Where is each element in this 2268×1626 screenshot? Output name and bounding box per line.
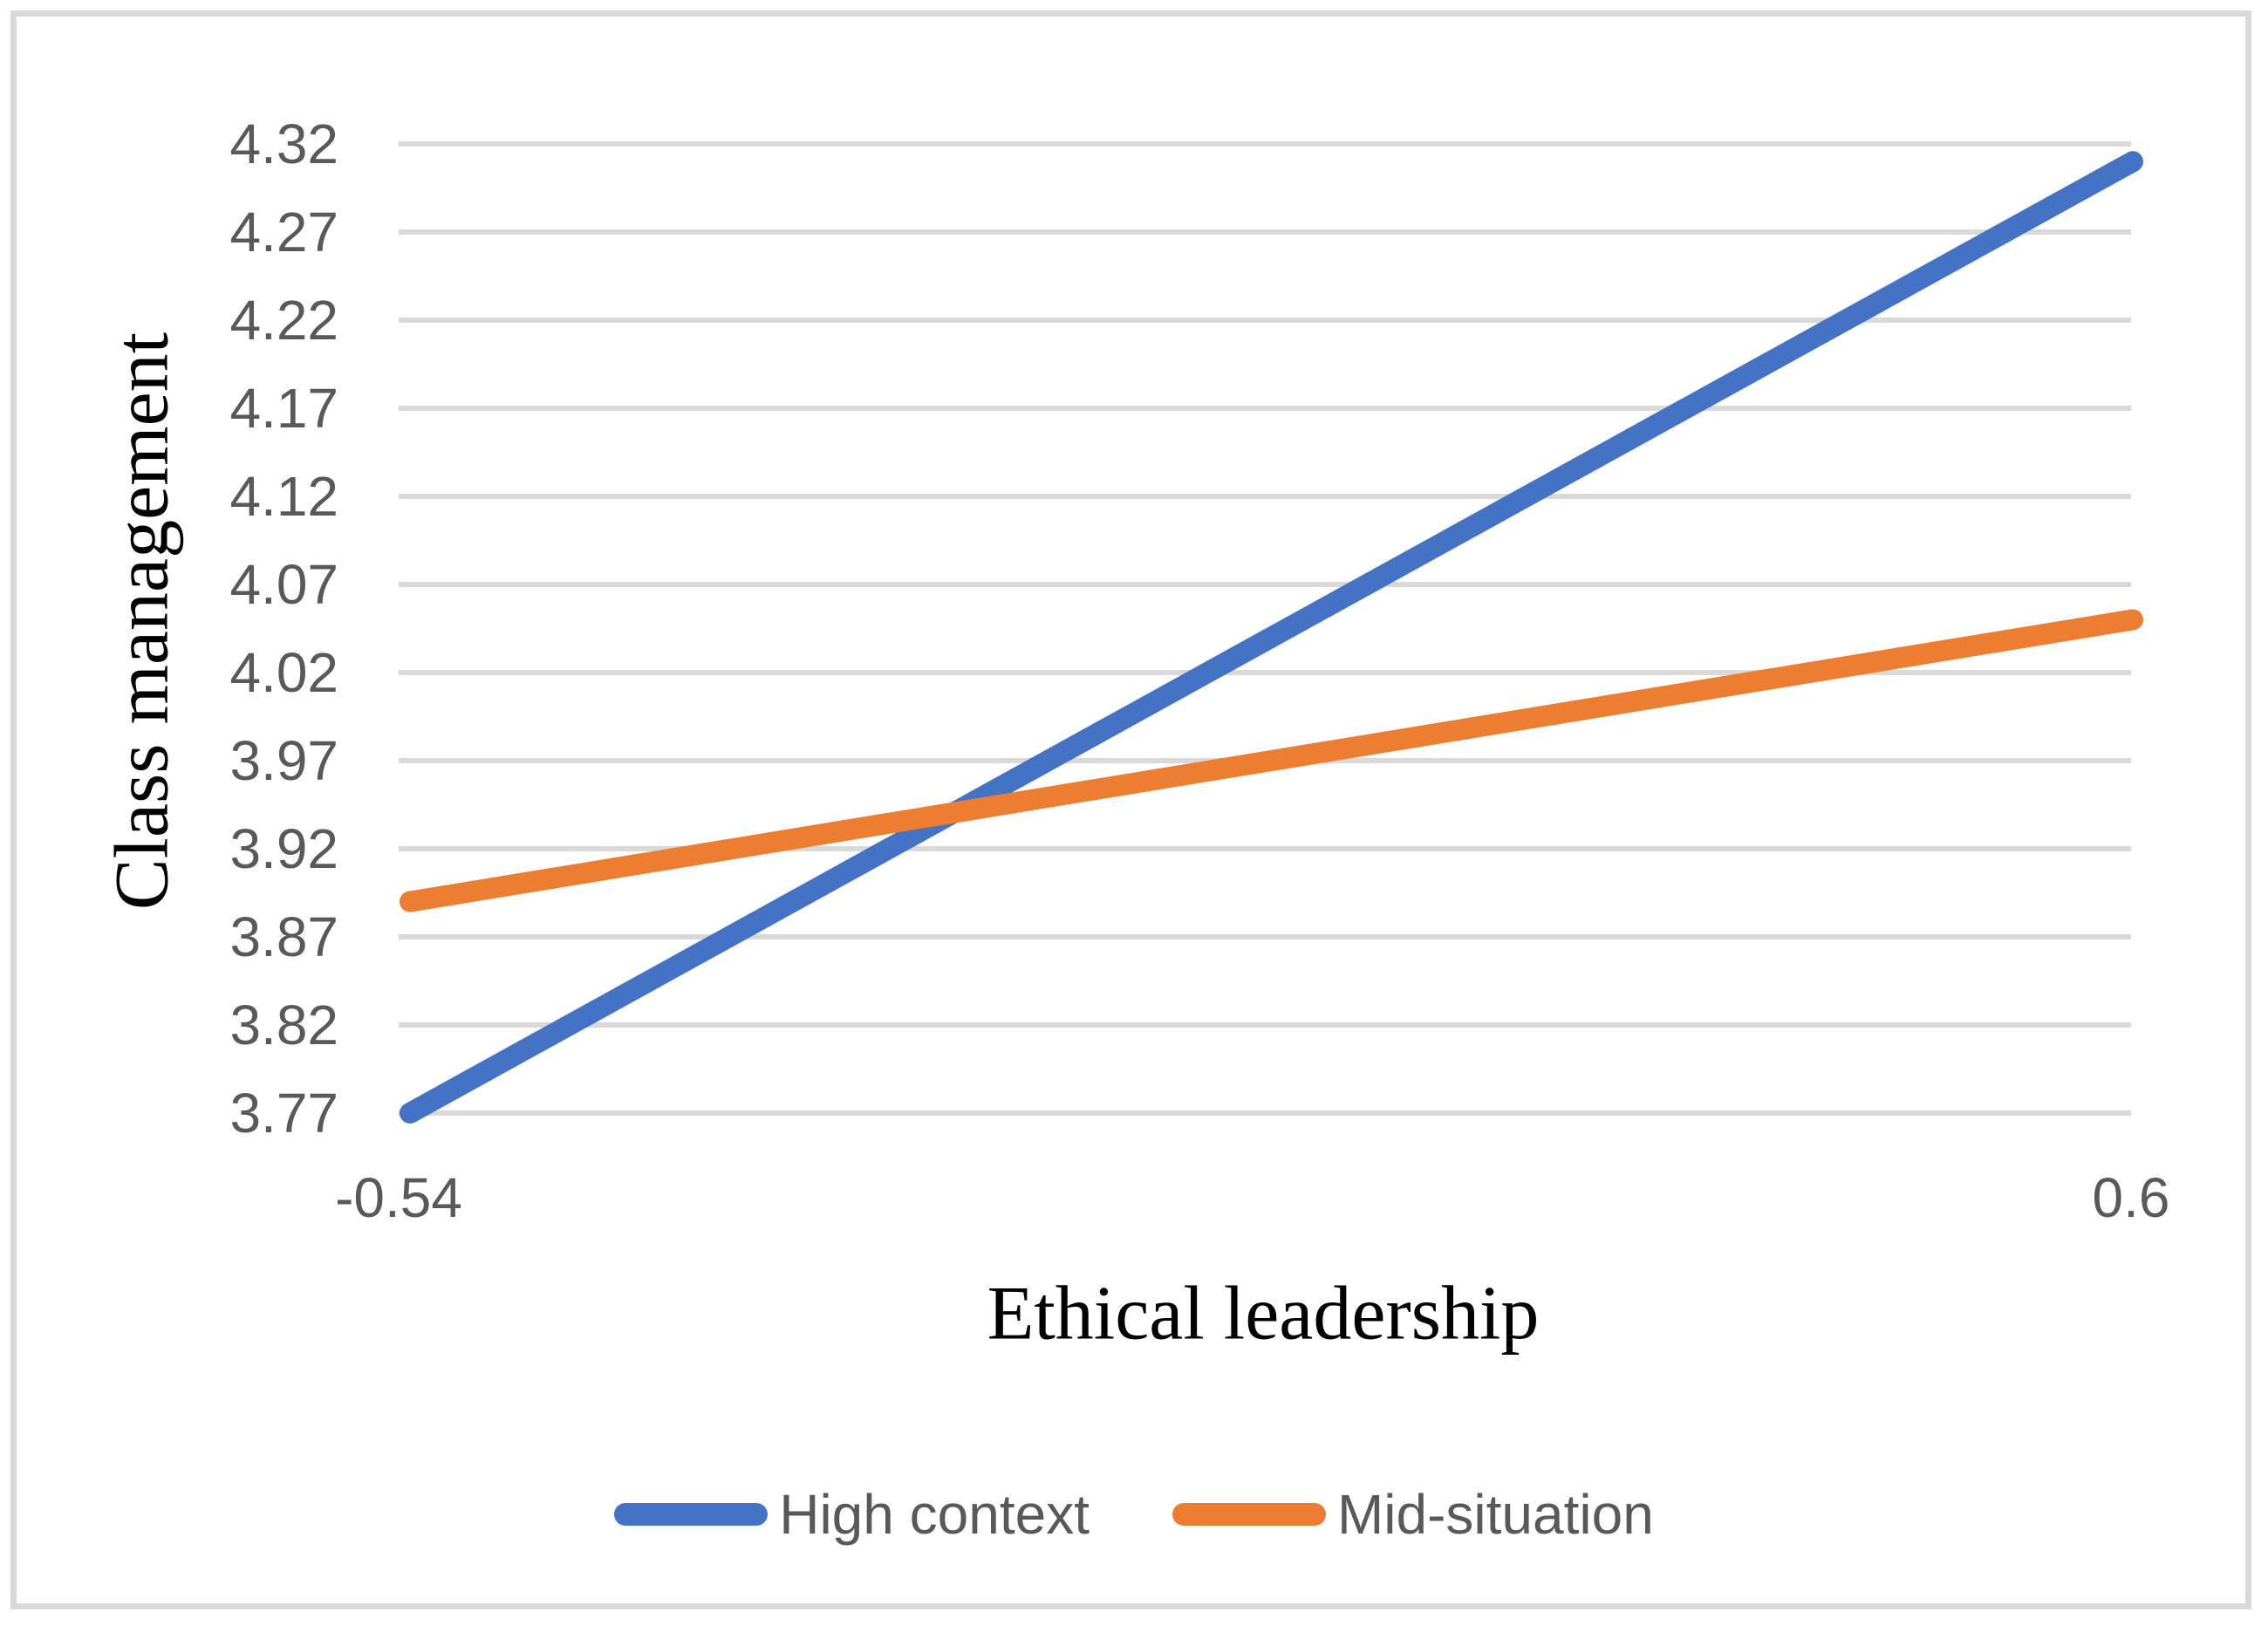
legend-swatch-high-context — [614, 1503, 769, 1526]
y-tick-label-4.02: 4.02 — [229, 641, 338, 704]
y-tick-label-4.22: 4.22 — [229, 289, 338, 352]
legend-item-high-context[interactable]: High context — [614, 1482, 1090, 1547]
legend-swatch-mid-situation — [1172, 1503, 1326, 1526]
legend-item-mid-situation[interactable]: Mid-situation — [1172, 1482, 1654, 1547]
y-tick-label-4.07: 4.07 — [229, 553, 338, 616]
y-tick-label-4.12: 4.12 — [229, 465, 338, 528]
legend-label-mid-situation: Mid-situation — [1336, 1483, 1654, 1546]
series-line-high-context[interactable] — [400, 151, 2143, 1124]
x-tick-label-left: -0.54 — [335, 1166, 462, 1229]
y-tick-label-3.92: 3.92 — [229, 817, 338, 880]
y-tick-label-3.82: 3.82 — [229, 994, 338, 1056]
y-tick-label-3.97: 3.97 — [229, 729, 338, 792]
legend-label-high-context: High context — [779, 1483, 1090, 1546]
y-tick-label-4.27: 4.27 — [229, 201, 338, 263]
series-line-mid-situation[interactable] — [400, 609, 2143, 912]
y-tick-label-3.77: 3.77 — [229, 1082, 338, 1144]
y-tick-label-4.32: 4.32 — [229, 113, 338, 175]
y-tick-label-3.87: 3.87 — [229, 905, 338, 968]
legend: High context Mid-situation — [0, 1483, 2268, 1546]
y-tick-label-4.17: 4.17 — [229, 377, 338, 440]
x-axis-title: Ethical leadership — [987, 1271, 1540, 1356]
x-tick-label-right: 0.6 — [2092, 1166, 2170, 1229]
y-axis-title: Class management — [99, 331, 185, 911]
